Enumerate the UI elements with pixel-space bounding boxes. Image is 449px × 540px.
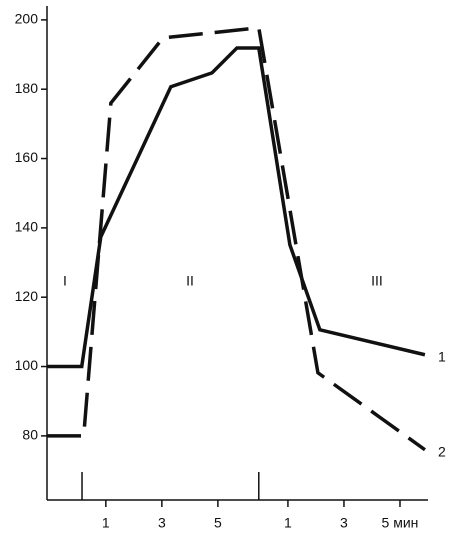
y-tick-label: 140 (15, 219, 39, 235)
x-tick-label: 1 (284, 515, 292, 531)
y-tick-label: 180 (15, 80, 39, 96)
phase-label: I (63, 273, 67, 289)
y-tick-label: 80 (22, 427, 38, 443)
x-tick-label: 5 (214, 515, 222, 531)
y-tick-label: 100 (15, 357, 39, 373)
phase-label: II (186, 273, 194, 289)
series-line (47, 46, 426, 369)
series-line (47, 25, 426, 452)
y-tick-label: 200 (15, 11, 39, 27)
x-tick-label: 3 (340, 515, 348, 531)
y-tick-label: 160 (15, 149, 39, 165)
phase-label: III (371, 273, 383, 289)
series-label: 2 (438, 443, 446, 459)
x-tick-label: 5 мин (382, 515, 419, 531)
x-tick-label: 1 (102, 515, 110, 531)
x-tick-label: 3 (158, 515, 166, 531)
y-tick-label: 120 (15, 288, 39, 304)
series-label: 1 (438, 348, 446, 364)
